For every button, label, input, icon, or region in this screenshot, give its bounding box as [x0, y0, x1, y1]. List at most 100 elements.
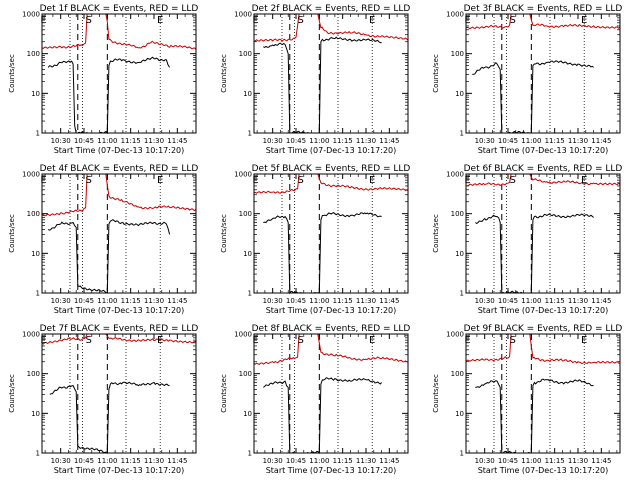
y-tick-label: 10	[455, 250, 464, 258]
interval-marker-label: S	[85, 335, 91, 346]
y-tick-label: 1000	[22, 11, 40, 19]
lld-series-line	[465, 173, 621, 187]
x-tick-label: 11:30	[568, 457, 588, 465]
x-tick-label: 11:45	[591, 457, 611, 465]
x-tick-label: 10:45	[498, 297, 518, 305]
interval-marker-label: S	[297, 335, 303, 346]
interval-marker-label: E	[369, 15, 375, 26]
x-tick-label: 11:00	[521, 297, 541, 305]
panel-title: Det 4f BLACK = Events, RED = LLD	[40, 164, 199, 174]
interval-marker-label: S	[85, 15, 91, 26]
interval-marker-label: S	[509, 335, 515, 346]
x-tick-label: 11:00	[97, 297, 117, 305]
events-series-line	[263, 36, 382, 134]
x-tick-label: 10:30	[51, 137, 71, 145]
x-tick-label: 10:45	[286, 137, 306, 145]
x-tick-label: 10:30	[51, 457, 71, 465]
events-series-line	[263, 377, 382, 455]
x-tick-label: 11:45	[167, 297, 187, 305]
plot-frame	[253, 333, 409, 454]
y-axis-label: Counts/sec	[220, 54, 228, 93]
x-tick-label: 10:30	[475, 297, 495, 305]
interval-marker-label: E	[157, 175, 163, 186]
y-tick-label: 100	[239, 210, 252, 218]
y-tick-label: 1000	[446, 11, 464, 19]
interval-marker-label: E	[252, 175, 258, 186]
y-axis-label: Counts/sec	[220, 214, 228, 253]
panel-title: Det 8f BLACK = Events, RED = LLD	[252, 324, 411, 334]
detector-panel: Det 5f BLACK = Events, RED = LLD Counts/s…	[220, 164, 410, 315]
lld-series-line	[41, 13, 197, 50]
events-series-line	[47, 56, 171, 135]
y-tick-label: 1	[460, 290, 464, 298]
x-tick-label: 11:00	[521, 457, 541, 465]
events-series-line	[475, 378, 594, 454]
x-tick-label: 10:30	[475, 137, 495, 145]
x-tick-label: 11:30	[568, 297, 588, 305]
y-axis-label: Counts/sec	[8, 374, 16, 413]
y-tick-label: 1	[248, 450, 252, 458]
y-tick-label: 1	[36, 290, 40, 298]
interval-marker-label: S	[509, 15, 515, 26]
x-tick-label: 10:45	[498, 137, 518, 145]
x-axis-label: Start Time (07-Dec-13 10:17:20)	[478, 466, 609, 475]
x-tick-label: 11:00	[309, 297, 329, 305]
x-tick-label: 11:15	[545, 457, 565, 465]
x-tick-label: 11:15	[121, 457, 141, 465]
y-tick-label: 1	[248, 290, 252, 298]
events-series-line	[475, 213, 594, 294]
y-tick-label: 100	[239, 50, 252, 58]
x-tick-label: 11:30	[144, 297, 164, 305]
x-tick-label: 11:30	[356, 137, 376, 145]
plot-frame	[465, 333, 621, 454]
y-tick-label: 1000	[446, 331, 464, 339]
interval-marker-label: E	[464, 15, 470, 26]
events-series-line	[263, 212, 382, 295]
x-tick-label: 10:45	[286, 297, 306, 305]
x-tick-label: 11:00	[97, 457, 117, 465]
plot-frame	[465, 173, 621, 294]
panel-title: Det 2f BLACK = Events, RED = LLD	[252, 4, 411, 14]
y-axis-label: Counts/sec	[432, 374, 440, 413]
x-tick-label: 11:15	[333, 137, 353, 145]
x-tick-label: 11:30	[356, 457, 376, 465]
y-tick-label: 1	[460, 450, 464, 458]
y-tick-label: 1	[36, 130, 40, 138]
x-tick-label: 10:30	[263, 297, 283, 305]
plot-frame	[253, 13, 409, 134]
x-tick-label: 11:45	[379, 297, 399, 305]
lld-series-line	[41, 333, 197, 345]
y-tick-label: 1	[36, 450, 40, 458]
y-tick-label: 100	[27, 210, 40, 218]
x-tick-label: 10:30	[263, 457, 283, 465]
lld-series-line	[465, 333, 621, 365]
interval-marker-label: S	[509, 175, 515, 186]
interval-marker-label: E	[464, 335, 470, 346]
x-tick-label: 11:30	[568, 137, 588, 145]
x-tick-label: 11:15	[333, 297, 353, 305]
y-axis-label: Counts/sec	[8, 214, 16, 253]
plot-frame	[41, 333, 197, 454]
interval-marker-label: S	[85, 175, 91, 186]
x-tick-label: 10:45	[498, 457, 518, 465]
y-tick-label: 10	[31, 410, 40, 418]
x-tick-label: 10:45	[74, 297, 94, 305]
x-tick-label: 11:15	[545, 297, 565, 305]
x-tick-label: 11:00	[97, 137, 117, 145]
interval-marker-label: S	[297, 175, 303, 186]
y-tick-label: 10	[31, 90, 40, 98]
detector-panel: Det 4f BLACK = Events, RED = LLD Counts/s…	[8, 164, 198, 315]
panel-title: Det 9f BLACK = Events, RED = LLD	[464, 324, 623, 334]
plot-frame	[41, 13, 197, 134]
x-axis-label: Start Time (07-Dec-13 10:17:20)	[478, 306, 609, 315]
lld-series-line	[42, 173, 197, 217]
x-tick-label: 11:45	[591, 297, 611, 305]
plot-frame	[41, 173, 197, 294]
x-axis-label: Start Time (07-Dec-13 10:17:20)	[266, 306, 397, 315]
detector-panel: Det 8f BLACK = Events, RED = LLD Counts/s…	[220, 324, 410, 475]
detector-panel: Det 1f BLACK = Events, RED = LLD Counts/s…	[8, 4, 198, 155]
y-tick-label: 1000	[234, 11, 252, 19]
interval-marker-label: E	[464, 175, 470, 186]
panel-title: Det 1f BLACK = Events, RED = LLD	[40, 4, 199, 14]
interval-marker-label: E	[369, 175, 375, 186]
